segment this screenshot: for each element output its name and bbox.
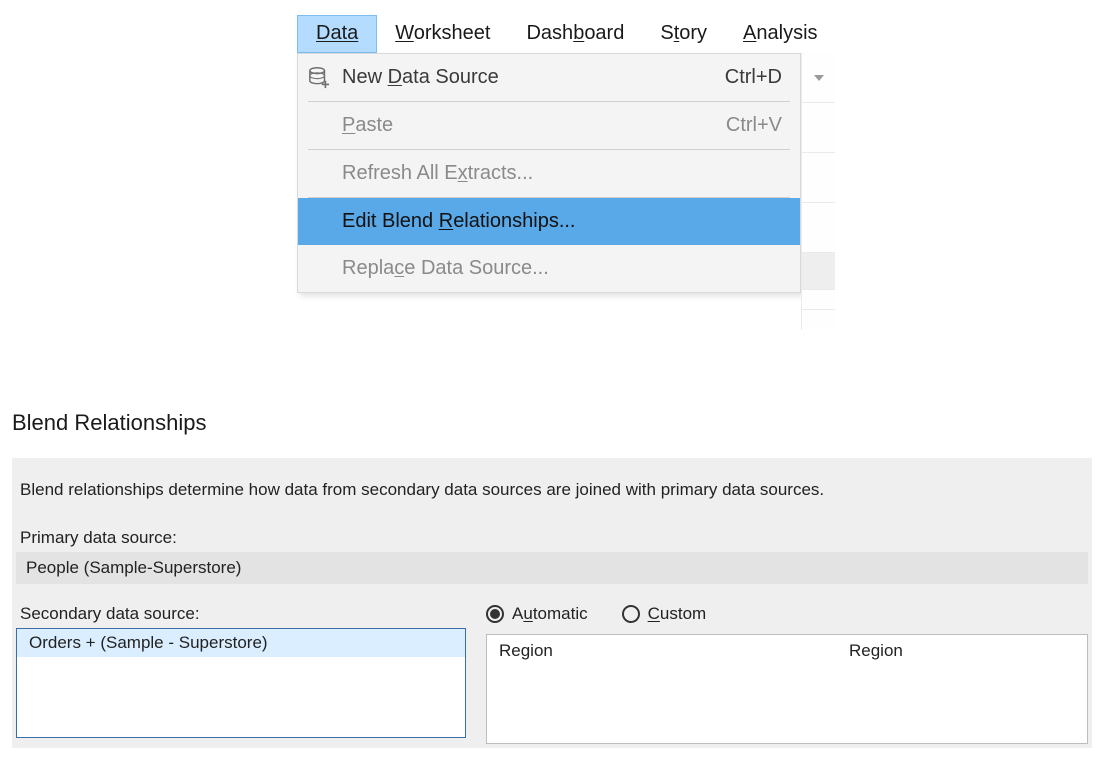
secondary-datasource-label: Secondary data source: bbox=[20, 604, 466, 624]
mapping-column: Automatic Custom Region Region bbox=[486, 604, 1088, 744]
dialog-description: Blend relationships determine how data f… bbox=[20, 480, 1088, 500]
mapping-left: Region bbox=[499, 641, 849, 661]
menu-item-paste[interactable]: Paste Ctrl+V bbox=[298, 102, 800, 149]
menu-item-label: Replace Data Source... bbox=[342, 257, 549, 280]
database-plus-icon bbox=[308, 66, 330, 90]
radio-automatic[interactable]: Automatic bbox=[486, 604, 588, 624]
radio-icon bbox=[622, 605, 640, 623]
menu-label: Data bbox=[316, 22, 358, 45]
menubar: Data Worksheet Dashboard Story Analysis bbox=[297, 15, 837, 53]
background-cell bbox=[801, 103, 835, 153]
menu-label: Worksheet bbox=[395, 22, 490, 45]
menu-item-refresh-extracts[interactable]: Refresh All Extracts... bbox=[298, 150, 800, 197]
menu-item-label: Paste bbox=[342, 114, 393, 137]
dialog-lower-row: Secondary data source: Orders + (Sample … bbox=[16, 604, 1088, 744]
menu-dashboard[interactable]: Dashboard bbox=[508, 15, 642, 53]
menu-label: Story bbox=[660, 22, 707, 45]
chevron-down-icon bbox=[814, 75, 824, 81]
background-column bbox=[801, 53, 835, 330]
background-cell bbox=[801, 310, 835, 330]
background-cell bbox=[801, 203, 835, 253]
menu-item-label: Refresh All Extracts... bbox=[342, 162, 533, 185]
menu-label: Analysis bbox=[743, 22, 817, 45]
blend-relationships-dialog: Blend Relationships Blend relationships … bbox=[12, 410, 1092, 748]
menu-story[interactable]: Story bbox=[642, 15, 725, 53]
menu-item-shortcut: Ctrl+V bbox=[726, 114, 782, 137]
secondary-column: Secondary data source: Orders + (Sample … bbox=[16, 604, 466, 744]
menu-item-label: Edit Blend Relationships... bbox=[342, 210, 575, 233]
menu-item-new-data-source[interactable]: New Data Source Ctrl+D bbox=[298, 54, 800, 101]
primary-datasource-value: People (Sample-Superstore) bbox=[16, 552, 1088, 584]
background-cell bbox=[801, 153, 835, 203]
radio-icon bbox=[486, 605, 504, 623]
secondary-datasource-list[interactable]: Orders + (Sample - Superstore) bbox=[16, 628, 466, 738]
menu-item-edit-blend-relationships[interactable]: Edit Blend Relationships... bbox=[298, 198, 800, 245]
menu-item-shortcut: Ctrl+D bbox=[725, 66, 782, 89]
list-item[interactable]: Region Region bbox=[487, 635, 1087, 667]
background-cell bbox=[801, 290, 835, 310]
mode-radio-group: Automatic Custom bbox=[486, 604, 1088, 624]
list-item[interactable]: Orders + (Sample - Superstore) bbox=[17, 629, 465, 657]
menubar-region: Data Worksheet Dashboard Story Analysis bbox=[297, 15, 837, 53]
dialog-title: Blend Relationships bbox=[12, 410, 1092, 436]
mapping-right: Region bbox=[849, 641, 903, 661]
radio-label: Custom bbox=[648, 604, 707, 624]
menu-label: Dashboard bbox=[526, 22, 624, 45]
data-dropdown: New Data Source Ctrl+D Paste Ctrl+V Refr… bbox=[297, 53, 801, 293]
radio-label: Automatic bbox=[512, 604, 588, 624]
dialog-body: Blend relationships determine how data f… bbox=[12, 458, 1092, 748]
primary-datasource-label: Primary data source: bbox=[20, 528, 1088, 548]
menu-data[interactable]: Data bbox=[297, 15, 377, 53]
dropdown-more-button[interactable] bbox=[801, 53, 835, 103]
mapping-list[interactable]: Region Region bbox=[486, 634, 1088, 744]
menu-item-replace-data-source[interactable]: Replace Data Source... bbox=[298, 245, 800, 292]
background-cell bbox=[801, 253, 835, 290]
menu-worksheet[interactable]: Worksheet bbox=[377, 15, 508, 53]
menu-item-label: New Data Source bbox=[342, 66, 499, 89]
menu-analysis[interactable]: Analysis bbox=[725, 15, 835, 53]
radio-custom[interactable]: Custom bbox=[622, 604, 707, 624]
